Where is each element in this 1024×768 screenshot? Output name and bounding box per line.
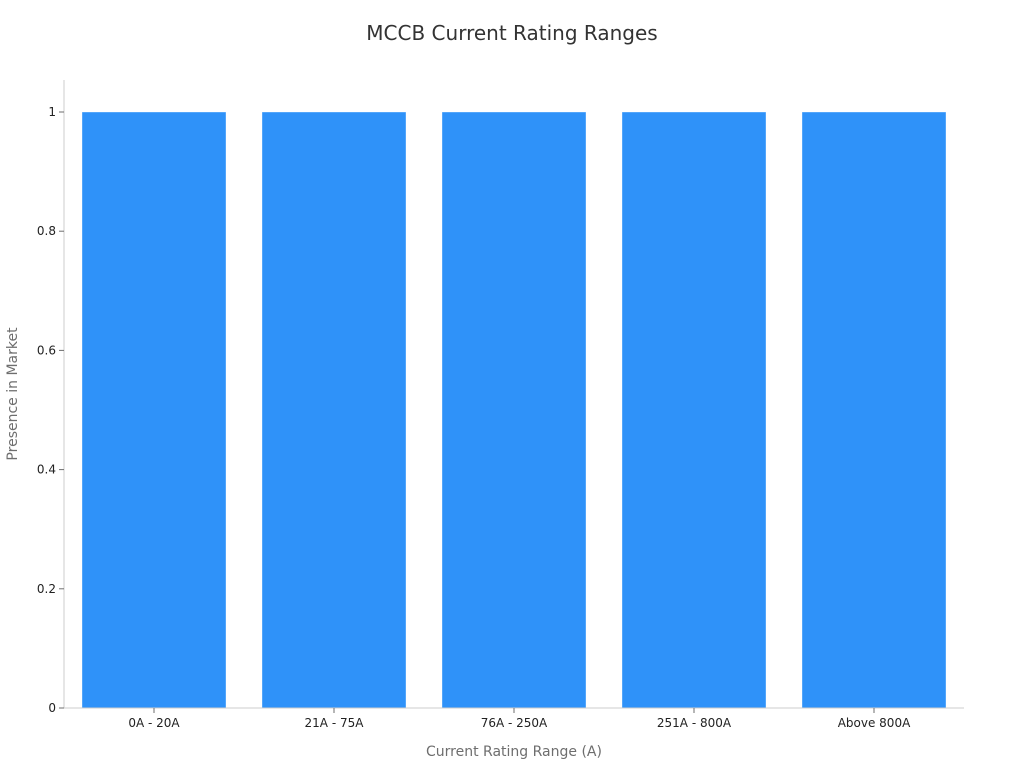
y-tick-label-1: 0.2 — [37, 582, 56, 596]
y-axis-ticks: 0 0.2 0.4 0.6 0.8 1 — [37, 105, 64, 715]
bar-0 — [81, 111, 227, 709]
y-axis-title: Presence in Market — [5, 327, 21, 461]
x-tick-label-2: 76A - 250A — [481, 716, 548, 730]
bar-2 — [441, 111, 587, 709]
x-tick-label-1: 21A - 75A — [305, 716, 365, 730]
bar-3 — [621, 111, 767, 709]
y-tick-label-4: 0.8 — [37, 224, 56, 238]
bar-4 — [801, 111, 947, 709]
y-tick-label-5: 1 — [48, 105, 56, 119]
y-tick-label-3: 0.6 — [37, 343, 56, 357]
bar-1 — [261, 111, 407, 709]
x-axis-title: Current Rating Range (A) — [426, 744, 602, 760]
y-tick-label-0: 0 — [48, 701, 56, 715]
bars-group — [81, 111, 947, 709]
x-tick-label-3: 251A - 800A — [657, 716, 732, 730]
y-tick-label-2: 0.4 — [37, 463, 56, 477]
x-tick-label-4: Above 800A — [838, 716, 911, 730]
x-axis-ticks: 0A - 20A 21A - 75A 76A - 250A 251A - 800A Ab… — [128, 708, 911, 730]
chart-title: MCCB Current Rating Ranges — [366, 21, 657, 45]
x-tick-label-0: 0A - 20A — [128, 716, 180, 730]
